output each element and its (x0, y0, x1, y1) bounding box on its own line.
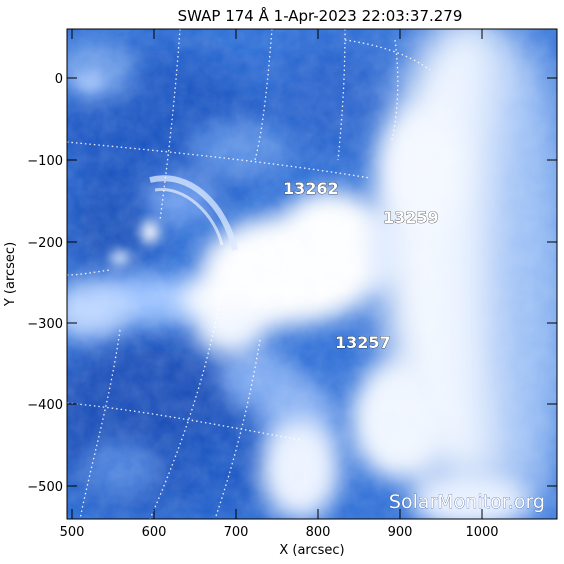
figure-title: SWAP 174 Å 1-Apr-2023 22:03:37.279 (178, 6, 463, 25)
y-tick-label: −300 (27, 317, 63, 332)
x-tick-label: 700 (224, 525, 249, 540)
region-label: 13257 (335, 333, 391, 352)
axis-ticks (67, 29, 557, 519)
heliographic-grid (67, 29, 431, 519)
active-region-labels: 13262 13259 13257 (283, 179, 439, 353)
x-axis-title: X (arcsec) (279, 543, 344, 558)
x-tick-label: 1000 (465, 525, 498, 540)
solar-image (67, 29, 557, 519)
region-label: 13262 (283, 179, 339, 198)
y-tick-label: 0 (55, 72, 63, 87)
plot-frame (66, 28, 558, 520)
x-tick-label: 900 (388, 525, 413, 540)
watermark: SolarMonitor.org (389, 491, 545, 513)
y-tick-label: −400 (27, 398, 63, 413)
y-axis-title: Y (arcsec) (3, 242, 18, 307)
y-tick-label: −100 (27, 154, 63, 169)
y-tick-label: −500 (27, 480, 63, 495)
x-tick-label: 800 (306, 525, 331, 540)
x-tick-label: 500 (60, 525, 85, 540)
y-tick-label: −200 (27, 236, 63, 251)
x-tick-label: 600 (142, 525, 167, 540)
region-label: 13259 (383, 208, 439, 227)
